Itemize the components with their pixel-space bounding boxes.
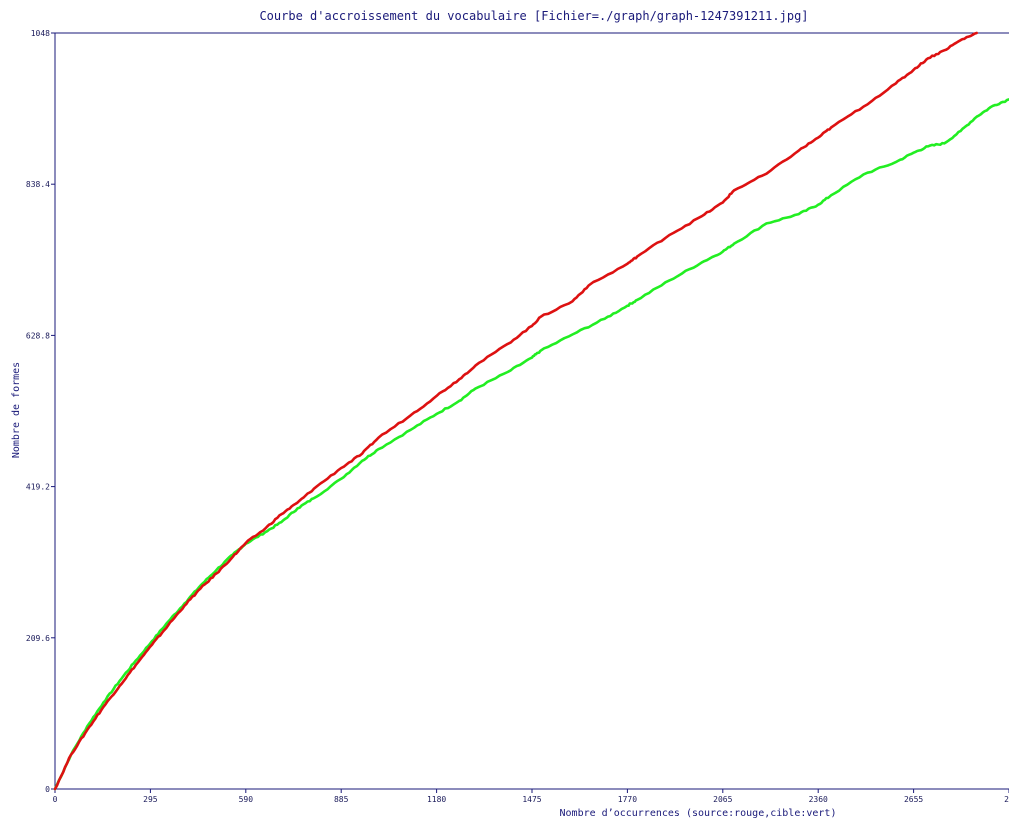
x-tick-label: 2655 xyxy=(904,795,923,804)
x-tick-label: 2065 xyxy=(713,795,732,804)
y-tick-label: 209.6 xyxy=(26,634,50,643)
y-axis-label: Nombre de formes xyxy=(11,362,22,458)
series-line-target-green xyxy=(53,98,1009,791)
x-tick-label: 1180 xyxy=(427,795,446,804)
x-tick-label: 590 xyxy=(239,795,254,804)
x-tick-label: 885 xyxy=(334,795,349,804)
x-tick-label: 2360 xyxy=(809,795,828,804)
y-axis-ticks: 0 209.6 419.2 628.8 838.4 1048 xyxy=(26,29,55,794)
x-axis-label: Nombre d’occurrences (source:rouge,cible… xyxy=(560,808,837,819)
chart-title: Courbe d'accroissement du vocabulaire [F… xyxy=(259,9,808,23)
x-tick-label: 1475 xyxy=(522,795,541,804)
series-layer xyxy=(53,31,1009,791)
x-tick-label: 295 xyxy=(143,795,158,804)
y-tick-label: 0 xyxy=(45,785,50,794)
x-tick-label: 1770 xyxy=(618,795,637,804)
y-tick-label: 838.4 xyxy=(26,180,50,189)
y-tick-label: 628.8 xyxy=(26,331,50,340)
series-line-source-red xyxy=(53,31,978,791)
y-tick-label: 419.2 xyxy=(26,483,50,492)
y-tick-label: 1048 xyxy=(31,29,50,38)
x-tick-label: 2 xyxy=(1004,795,1009,804)
x-tick-label: 0 xyxy=(53,795,58,804)
x-axis-ticks: 0 295 590 885 1180 1475 1770 2065 2360 2655 2 xyxy=(53,789,1009,804)
